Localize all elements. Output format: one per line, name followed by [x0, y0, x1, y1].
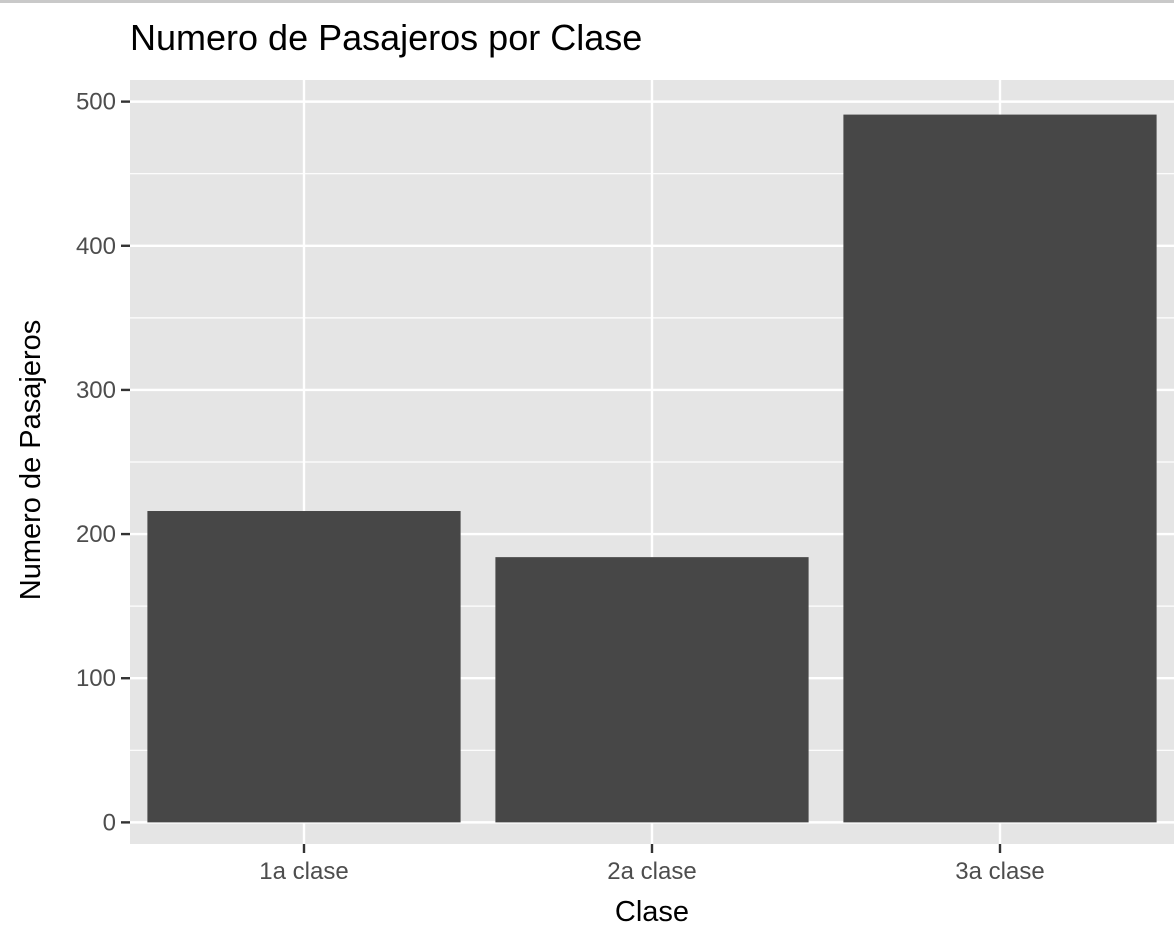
- x-tick-label: 1a clase: [259, 858, 348, 885]
- y-tick-label: 300: [76, 377, 116, 404]
- y-tick-label: 100: [76, 665, 116, 692]
- bar-2: [495, 557, 809, 823]
- y-axis: 0 100 200 300 400 500: [76, 89, 130, 836]
- bar-3: [843, 114, 1157, 823]
- window-top-border: [0, 0, 1174, 3]
- x-axis-title: Clase: [615, 896, 689, 928]
- x-tick-label: 2a clase: [607, 858, 696, 885]
- y-tick-label: 0: [103, 809, 116, 836]
- y-tick-label: 400: [76, 233, 116, 260]
- y-tick-label: 200: [76, 521, 116, 548]
- bar-1: [147, 511, 461, 823]
- y-axis-title: Numero de Pasajeros: [15, 320, 47, 600]
- y-tick-label: 500: [76, 89, 116, 116]
- x-tick-label: 3a clase: [955, 858, 1044, 885]
- bars: [147, 114, 1157, 823]
- chart-title: Numero de Pasajeros por Clase: [130, 17, 642, 58]
- x-axis: 1a clase 2a clase 3a clase: [259, 844, 1045, 885]
